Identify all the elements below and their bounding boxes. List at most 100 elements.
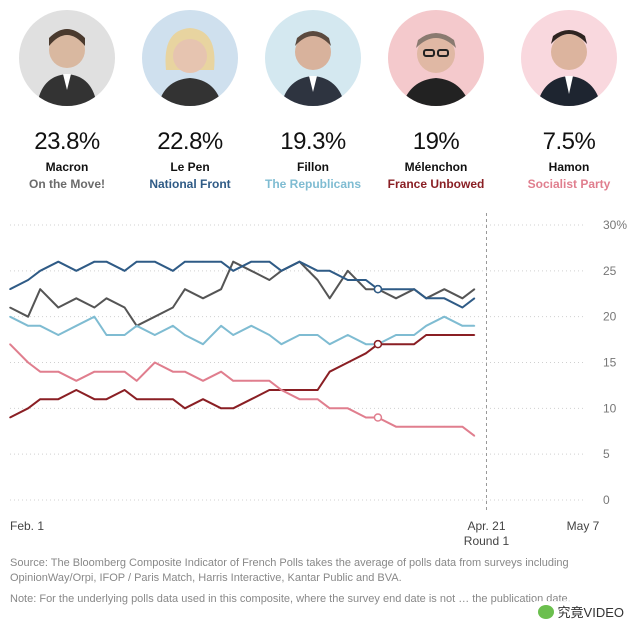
data-point [473, 435, 476, 437]
data-point [93, 370, 96, 373]
data-point [9, 315, 11, 318]
data-point [473, 325, 476, 327]
data-point [250, 380, 253, 382]
data-point [425, 297, 427, 300]
data-point [268, 260, 271, 263]
data-point [365, 279, 367, 281]
candidate-name: Le Pen [170, 160, 210, 174]
data-point [232, 270, 234, 272]
data-point [298, 334, 301, 336]
data-point [461, 334, 464, 336]
data-point [443, 425, 446, 428]
candidate-name: Mélenchon [404, 160, 468, 174]
data-point [93, 260, 96, 263]
candidate-melenchon: 19% Mélenchon France Unbowed [376, 10, 496, 191]
data-point [75, 297, 78, 300]
data-point [413, 288, 415, 290]
methodology-note: Note: For the underlying polls data used… [10, 593, 571, 605]
data-point [93, 315, 96, 318]
portrait-icon [265, 10, 361, 106]
data-point [220, 288, 222, 290]
candidate-name: Macron [45, 160, 89, 174]
data-point [413, 343, 415, 345]
series-line-lepen [9, 260, 476, 309]
data-point [75, 380, 78, 382]
x-tick-label: Feb. 1 [10, 519, 44, 533]
data-point [27, 361, 29, 364]
data-point [346, 270, 349, 272]
data-point [413, 334, 415, 336]
data-point [316, 279, 319, 281]
data-point [184, 334, 186, 336]
round1-label: Round 1 [464, 534, 510, 548]
candidate-le-pen: 22.8% Le Pen National Front [130, 10, 250, 191]
data-point [473, 297, 476, 300]
source-note: Source: The Bloomberg Composite Indicato… [10, 557, 569, 584]
data-point [461, 425, 464, 428]
series-marker [373, 413, 383, 422]
data-point [27, 315, 29, 318]
data-point [153, 398, 156, 400]
data-point [202, 343, 204, 345]
data-point [135, 325, 138, 327]
data-point [316, 389, 319, 391]
data-point [135, 380, 138, 382]
data-point [57, 306, 60, 309]
data-point [268, 389, 271, 391]
data-point [202, 260, 204, 263]
data-point [153, 260, 156, 263]
data-point [135, 260, 138, 263]
data-point [93, 306, 96, 309]
data-point [280, 389, 283, 391]
data-point [123, 306, 126, 309]
data-point [425, 425, 427, 428]
data-point [184, 288, 186, 290]
candidate-fillon: 19.3% Fillon The Republicans [253, 10, 373, 191]
data-point [232, 334, 234, 336]
data-point [461, 297, 464, 300]
data-point [461, 325, 464, 327]
data-point [172, 325, 174, 327]
data-point [75, 389, 78, 391]
data-point [250, 398, 253, 400]
data-point [39, 398, 41, 400]
data-point [153, 361, 156, 364]
data-point [57, 334, 60, 336]
candidate-pct: 23.8% [34, 128, 100, 155]
data-point [202, 398, 204, 400]
x-tick-label: May 7 [567, 519, 600, 533]
data-point [328, 343, 331, 345]
y-tick-label: 25 [603, 264, 617, 278]
data-point [425, 325, 427, 327]
y-tick-label: 0 [603, 493, 610, 507]
x-tick-label: Apr. 21 [467, 519, 505, 533]
portrait-icon [19, 10, 115, 106]
data-point [9, 416, 11, 419]
candidate-name: Fillon [297, 160, 329, 174]
data-point [395, 343, 397, 345]
data-point [328, 370, 331, 373]
data-point [365, 343, 367, 345]
y-tick-label: 5 [603, 447, 610, 461]
data-point [9, 288, 11, 290]
series-line-fillon [9, 315, 475, 346]
data-point [184, 407, 186, 410]
data-point [346, 407, 349, 410]
data-point [57, 260, 60, 263]
data-point [184, 370, 186, 373]
candidate-party: France Unbowed [387, 177, 485, 191]
data-point [9, 343, 11, 345]
data-point [268, 279, 271, 281]
data-point [105, 370, 108, 373]
data-point [298, 389, 301, 391]
candidate-macron: 23.8% Macron On the Move! [7, 10, 127, 191]
data-point [220, 325, 222, 327]
candidate-party: The Republicans [264, 177, 362, 191]
data-point [75, 270, 78, 272]
data-point [27, 279, 29, 281]
data-point [280, 270, 283, 272]
data-point [123, 334, 126, 336]
data-point [316, 270, 319, 272]
data-point [328, 270, 331, 272]
data-point [105, 297, 108, 300]
